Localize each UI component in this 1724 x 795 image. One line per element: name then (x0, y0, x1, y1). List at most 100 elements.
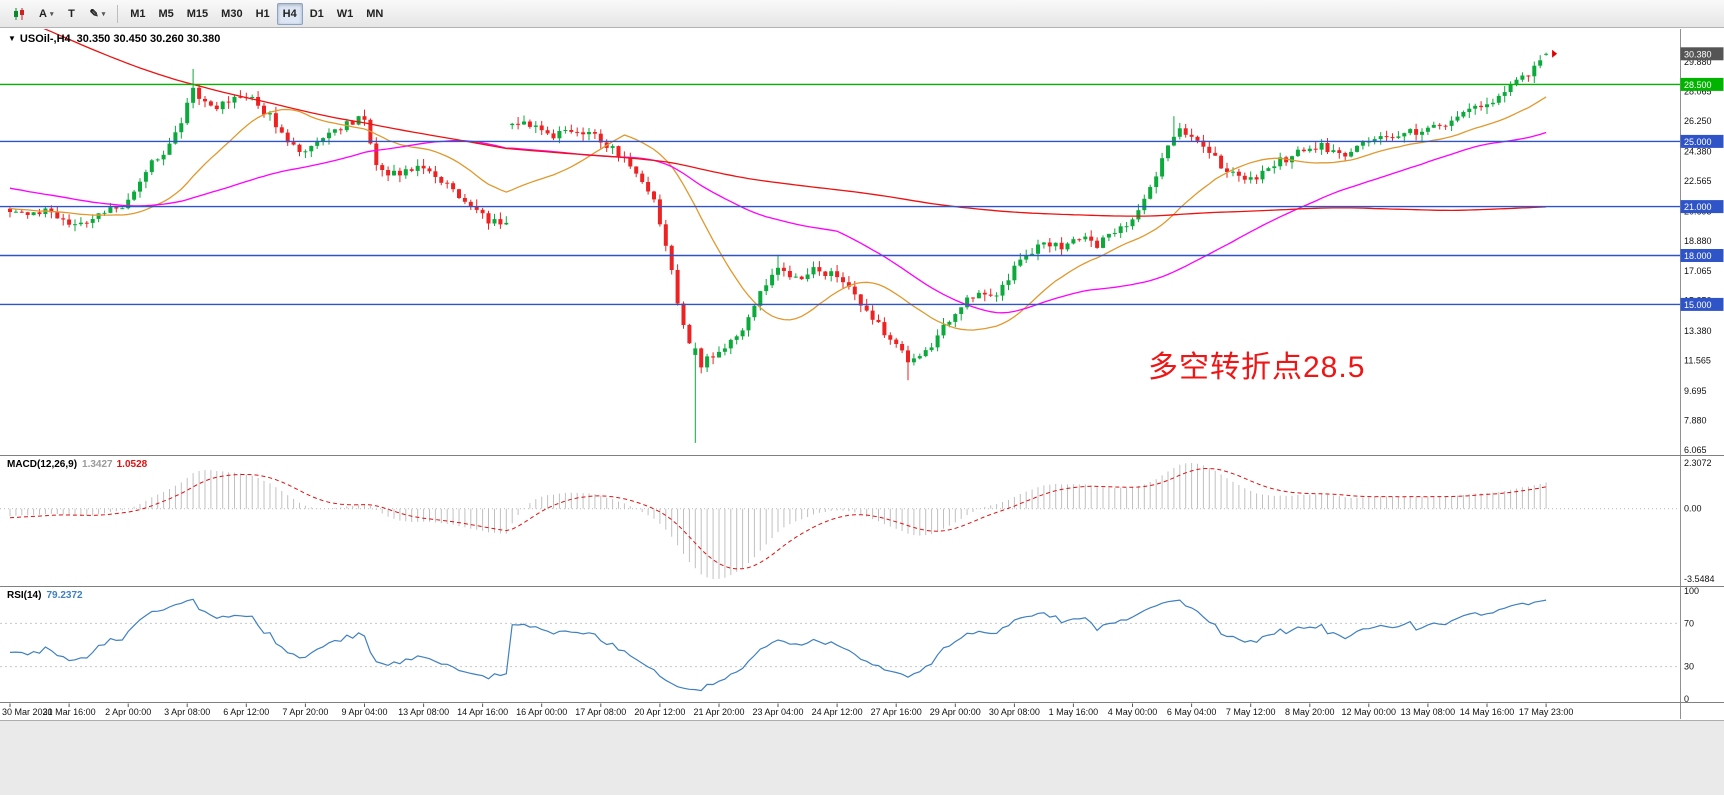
time-axis-label: 7 May 12:00 (1226, 707, 1276, 717)
macd-signal-value: 1.0528 (116, 459, 148, 470)
time-axis-label: 20 Apr 12:00 (634, 707, 685, 717)
macd-indicator-header: MACD(12,26,9) 1.3427 1.0528 (7, 459, 147, 470)
price-axis-label: 29.880 (1684, 57, 1712, 67)
time-axis-label: 29 Apr 00:00 (930, 707, 981, 717)
candlestick-chart-icon (14, 7, 24, 20)
macd-axis-label: 0.00 (1684, 504, 1702, 514)
time-axis-label: 31 Mar 16:00 (43, 707, 96, 717)
time-axis-label: 17 Apr 08:00 (575, 707, 626, 717)
price-axis-label: 17.065 (1684, 266, 1712, 276)
svg-text:25.000: 25.000 (1684, 137, 1712, 147)
rsi-axis-label: 100 (1684, 586, 1699, 596)
caret-down-icon: ▾ (101, 10, 106, 18)
price-axis-label: 26.250 (1684, 116, 1712, 126)
time-axis-label: 7 Apr 20:00 (282, 707, 328, 717)
price-axis-label: 11.565 (1684, 355, 1711, 365)
ma-slow-line (43, 29, 1547, 217)
time-axis-label: 30 Apr 08:00 (989, 707, 1040, 717)
horizontal-level-lines[interactable] (0, 83, 1680, 306)
macd-signal-line (9, 467, 1547, 570)
timeframe-d1-button[interactable]: D1 (304, 3, 330, 25)
time-axis-label: 8 May 20:00 (1285, 707, 1335, 717)
moving-averages-layer (9, 29, 1547, 331)
macd-label: MACD(12,26,9) (7, 459, 78, 470)
price-axis-label: 22.565 (1684, 176, 1712, 186)
text-label-tool-icon: A (39, 7, 47, 20)
time-axis-label: 17 May 23:00 (1519, 707, 1574, 717)
price-axis-label: 6.065 (1684, 445, 1707, 455)
text-tool-icon: T (68, 7, 75, 20)
rsi-line (9, 598, 1547, 692)
chart-title-bar: ▼ USOil-,H4 30.350 30.450 30.260 30.380 (8, 33, 220, 45)
rsi-value: 79.2372 (46, 590, 83, 601)
svg-text:21.000: 21.000 (1684, 202, 1712, 212)
time-axis-label: 13 Apr 08:00 (398, 707, 449, 717)
timeframe-h1-button[interactable]: H1 (250, 3, 276, 25)
time-axis-label: 27 Apr 16:00 (871, 707, 922, 717)
svg-text:15.000: 15.000 (1684, 300, 1712, 310)
text-tool-button[interactable]: T (60, 3, 82, 25)
drawing-tool-icon: ✎ (89, 8, 99, 20)
timeframe-m1-button[interactable]: M1 (124, 3, 151, 25)
ohlc-values: 30.350 30.450 30.260 30.380 (76, 33, 221, 45)
toolbar-tools-group: A ▾ T ✎ ▾ (6, 3, 111, 25)
price-axis-label: 7.880 (1684, 416, 1707, 426)
rsi-indicator-header: RSI(14) 79.2372 (7, 590, 83, 601)
time-axis-label: 13 May 08:00 (1401, 707, 1456, 717)
macd-axis-label: 2.3072 (1684, 458, 1712, 468)
window-footer-area (0, 720, 1724, 795)
time-axis-label: 1 May 16:00 (1049, 707, 1099, 717)
macd-main-value: 1.3427 (82, 459, 113, 470)
toolbar-separator (117, 4, 119, 23)
main-toolbar: A ▾ T ✎ ▾ M1 M5 M15 M30 H1 H4 D1 W1 MN (0, 0, 1724, 28)
svg-text:18.000: 18.000 (1684, 251, 1712, 261)
timeframe-m15-button[interactable]: M15 (181, 3, 214, 25)
ma-fast-line (9, 96, 1547, 331)
time-axis-label: 21 Apr 20:00 (693, 707, 744, 717)
svg-text:28.500: 28.500 (1684, 80, 1712, 90)
time-axis-label: 4 May 00:00 (1108, 707, 1158, 717)
price-axis-label: 13.380 (1684, 326, 1712, 336)
time-axis-label: 2 Apr 00:00 (105, 707, 151, 717)
timeframe-buttons-group: M1 M5 M15 M30 H1 H4 D1 W1 MN (124, 2, 389, 25)
timeframe-m5-button[interactable]: M5 (152, 3, 179, 25)
caret-down-icon: ▾ (49, 10, 54, 18)
candlestick-chart-button[interactable] (6, 3, 32, 25)
time-axis-label: 24 Apr 12:00 (812, 707, 863, 717)
time-axis-label: 3 Apr 08:00 (164, 707, 210, 717)
price-axis-label: 28.065 (1684, 87, 1712, 97)
timeframe-mn-button[interactable]: MN (360, 3, 389, 25)
time-axis-label: 12 May 00:00 (1342, 707, 1397, 717)
symbol-timeframe-label: USOil-,H4 (19, 33, 71, 45)
time-axis-label: 23 Apr 04:00 (752, 707, 803, 717)
time-axis-label: 14 May 16:00 (1460, 707, 1515, 717)
rsi-axis-label: 30 (1684, 662, 1694, 672)
rsi-axis-label: 70 (1684, 618, 1694, 628)
text-label-tool-button[interactable]: A ▾ (33, 3, 59, 25)
chart-annotation[interactable]: 多空转折点28.5 (1148, 351, 1366, 384)
ma-mid-line (9, 131, 1547, 314)
macd-histogram (9, 463, 1547, 579)
macd-axis-label: -3.5484 (1684, 574, 1715, 584)
price-axis-label: 9.695 (1684, 386, 1707, 396)
price-tags: 28.500 25.000 21.000 18.000 15.000 30.380 (1680, 47, 1724, 311)
timeframe-m30-button[interactable]: M30 (215, 3, 248, 25)
time-axis-label: 16 Apr 00:00 (516, 707, 567, 717)
price-axis-label: 24.380 (1684, 147, 1712, 157)
drawing-tool-button[interactable]: ✎ ▾ (83, 3, 111, 25)
timeframe-h4-button[interactable]: H4 (276, 2, 303, 25)
time-axis-label: 14 Apr 16:00 (457, 707, 508, 717)
time-axis-label: 6 May 04:00 (1167, 707, 1217, 717)
rsi-axis-label: 0 (1684, 694, 1689, 704)
rsi-label: RSI(14) (7, 590, 42, 601)
svg-text:30.380: 30.380 (1684, 49, 1712, 59)
collapse-triangle-icon[interactable]: ▼ (8, 34, 16, 43)
timeframe-w1-button[interactable]: W1 (331, 3, 360, 25)
time-axis-label: 9 Apr 04:00 (341, 707, 387, 717)
price-axis-background (1680, 29, 1724, 719)
time-axis-label: 30 Mar 2020 (2, 707, 53, 717)
current-price-marker (1552, 49, 1558, 58)
price-axis-label: 18.880 (1684, 236, 1712, 246)
